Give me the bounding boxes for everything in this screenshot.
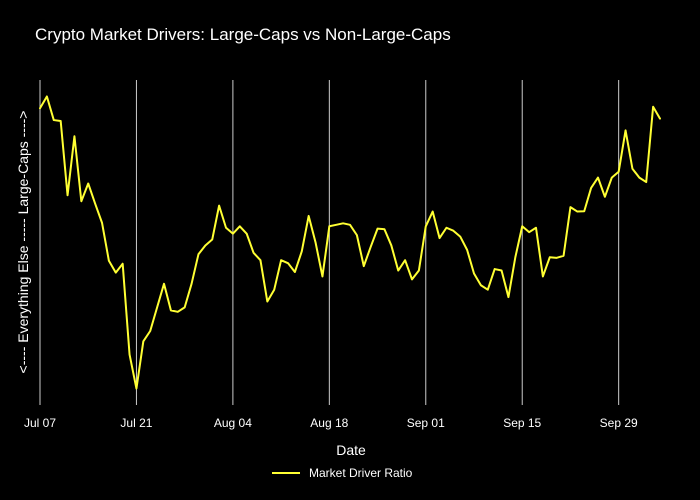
x-tick-label: Sep 15 bbox=[503, 416, 541, 430]
x-tick-labels: Jul 07 Jul 21 Aug 04 Aug 18 Sep 01 Sep 15 Sep … bbox=[24, 416, 638, 430]
x-tick-label: Aug 04 bbox=[214, 416, 252, 430]
legend-label-market-driver-ratio[interactable]: Market Driver Ratio bbox=[309, 466, 413, 480]
series-lines bbox=[39, 95, 661, 390]
legend: Market Driver Ratio bbox=[272, 466, 413, 480]
x-tick-label: Jul 21 bbox=[120, 416, 152, 430]
x-tick-label: Jul 07 bbox=[24, 416, 56, 430]
x-tick-label: Aug 18 bbox=[310, 416, 348, 430]
x-tick-label: Sep 01 bbox=[407, 416, 445, 430]
x-axis-title: Date bbox=[336, 442, 366, 458]
y-axis-title: <---- Everything Else ----- Large-Caps -… bbox=[15, 111, 31, 374]
chart-title: Crypto Market Drivers: Large-Caps vs Non… bbox=[35, 25, 451, 44]
x-gridlines bbox=[39, 80, 620, 405]
x-tick-label: Sep 29 bbox=[600, 416, 638, 430]
series-line-market-driver-ratio bbox=[39, 95, 661, 390]
